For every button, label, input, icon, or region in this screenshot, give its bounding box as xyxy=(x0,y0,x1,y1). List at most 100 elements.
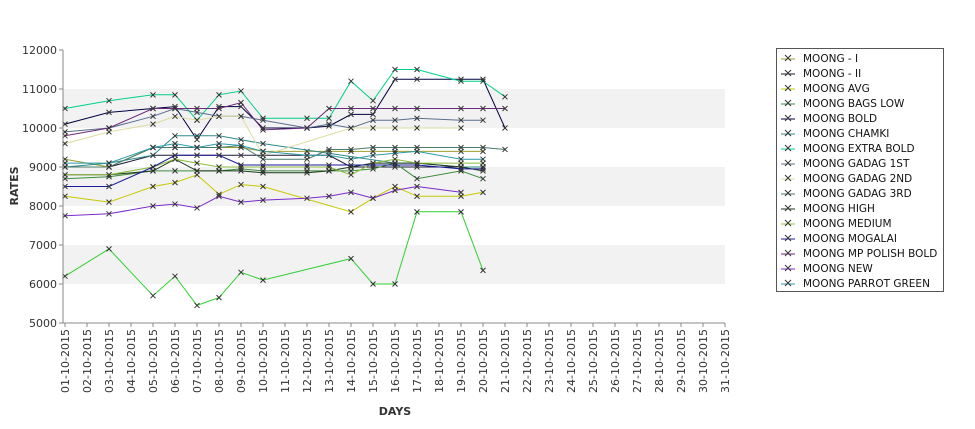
data-point xyxy=(106,160,112,166)
legend-label: MOONG - I xyxy=(803,52,859,65)
grid-band xyxy=(63,245,725,284)
series-line xyxy=(64,174,484,213)
legend-label: MOONG GADAG 2ND xyxy=(803,172,913,185)
legend-item: MOONG EXTRA BOLD xyxy=(781,141,943,156)
legend-label: MOONG BAGS LOW xyxy=(803,97,905,110)
series-line xyxy=(64,211,484,306)
data-point xyxy=(392,105,398,112)
data-point xyxy=(260,169,266,176)
data-point xyxy=(502,105,508,112)
data-point xyxy=(480,189,486,196)
y-tick-label: 6000 xyxy=(29,278,57,291)
data-point xyxy=(172,113,178,120)
data-point xyxy=(414,193,420,200)
legend-item: MOONG BOLD xyxy=(781,111,943,126)
data-point xyxy=(172,140,178,147)
data-point xyxy=(216,105,222,112)
data-point xyxy=(216,140,222,147)
x-tick-label: 21-10-2015 xyxy=(499,329,512,393)
data-point xyxy=(458,156,464,163)
data-point xyxy=(480,78,486,85)
data-point xyxy=(194,152,200,159)
data-point xyxy=(414,183,420,190)
data-point xyxy=(172,132,178,139)
x-tick-label: 02-10-2015 xyxy=(81,329,94,393)
legend-label: MOONG BOLD xyxy=(803,112,878,125)
data-point xyxy=(172,91,178,98)
data-point xyxy=(172,152,178,159)
data-point xyxy=(194,132,200,139)
y-tick-label: 12000 xyxy=(22,44,57,57)
y-axis-title: RATES xyxy=(8,166,21,205)
data-point xyxy=(370,152,376,159)
data-point xyxy=(348,105,354,112)
data-point xyxy=(106,97,112,104)
data-point xyxy=(216,132,222,139)
data-point xyxy=(414,208,420,215)
series-lines xyxy=(62,66,508,309)
legend-label: MOONG PARROT GREEN xyxy=(803,277,930,290)
data-point xyxy=(304,152,310,159)
legend-symbol-icon xyxy=(781,98,795,110)
data-point xyxy=(480,144,486,151)
data-point xyxy=(238,88,244,94)
data-point xyxy=(326,193,332,200)
legend-item: MOONG CHAMKI xyxy=(781,126,943,141)
data-point xyxy=(260,117,266,124)
legend-label: MOONG - II xyxy=(803,67,862,80)
x-axis-title: DAYS xyxy=(379,405,412,418)
legend-symbol-icon xyxy=(781,233,795,245)
data-point xyxy=(150,292,156,299)
legend-symbol-icon xyxy=(781,218,795,230)
legend-label: MOONG AVG xyxy=(803,82,870,95)
data-point xyxy=(260,162,266,168)
x-tick-label: 26-10-2015 xyxy=(609,329,622,393)
data-point xyxy=(172,273,178,280)
data-point xyxy=(480,166,486,172)
data-point xyxy=(370,195,376,202)
legend-symbol-icon xyxy=(781,113,795,125)
y-tick-label: 10000 xyxy=(22,122,57,135)
data-point xyxy=(172,168,178,174)
series-14 xyxy=(62,183,464,219)
data-point xyxy=(392,156,398,163)
x-tick-label: 16-10-2015 xyxy=(389,329,402,393)
legend-symbol-icon xyxy=(781,203,795,215)
data-point xyxy=(304,115,310,122)
x-tick-label: 13-10-2015 xyxy=(323,329,336,393)
data-point xyxy=(370,144,376,151)
x-tick-label: 31-10-2015 xyxy=(719,329,732,393)
legend-item: MOONG BAGS LOW xyxy=(781,96,943,111)
data-point xyxy=(392,66,398,73)
data-point xyxy=(480,175,486,182)
data-point xyxy=(150,105,156,112)
data-point xyxy=(238,269,244,276)
data-point xyxy=(150,121,156,127)
data-point xyxy=(370,117,376,124)
data-point xyxy=(458,189,464,196)
data-point xyxy=(414,66,420,73)
x-tick-label: 07-10-2015 xyxy=(191,329,204,393)
x-tick-label: 05-10-2015 xyxy=(147,329,160,393)
data-point xyxy=(216,193,222,200)
x-tick-label: 28-10-2015 xyxy=(653,329,666,393)
data-point xyxy=(348,125,354,131)
data-point xyxy=(194,105,200,112)
x-tick-label: 14-10-2015 xyxy=(345,329,358,393)
legend-label: MOONG GADAG 1ST xyxy=(803,157,910,170)
x-tick-label: 24-10-2015 xyxy=(565,329,578,393)
series-line xyxy=(65,154,483,168)
series-2 xyxy=(62,171,486,215)
legend-symbol-icon xyxy=(781,263,795,275)
data-point xyxy=(392,150,398,157)
legend-item: MOONG MOGALAI xyxy=(781,231,943,246)
legend-item: MOONG MEDIUM xyxy=(781,216,943,231)
x-tick-label: 11-10-2015 xyxy=(279,329,292,393)
data-point xyxy=(106,109,112,116)
data-point xyxy=(106,183,112,190)
data-point xyxy=(216,294,222,301)
data-point xyxy=(172,179,178,186)
data-point xyxy=(348,78,354,85)
series-line xyxy=(65,143,483,164)
